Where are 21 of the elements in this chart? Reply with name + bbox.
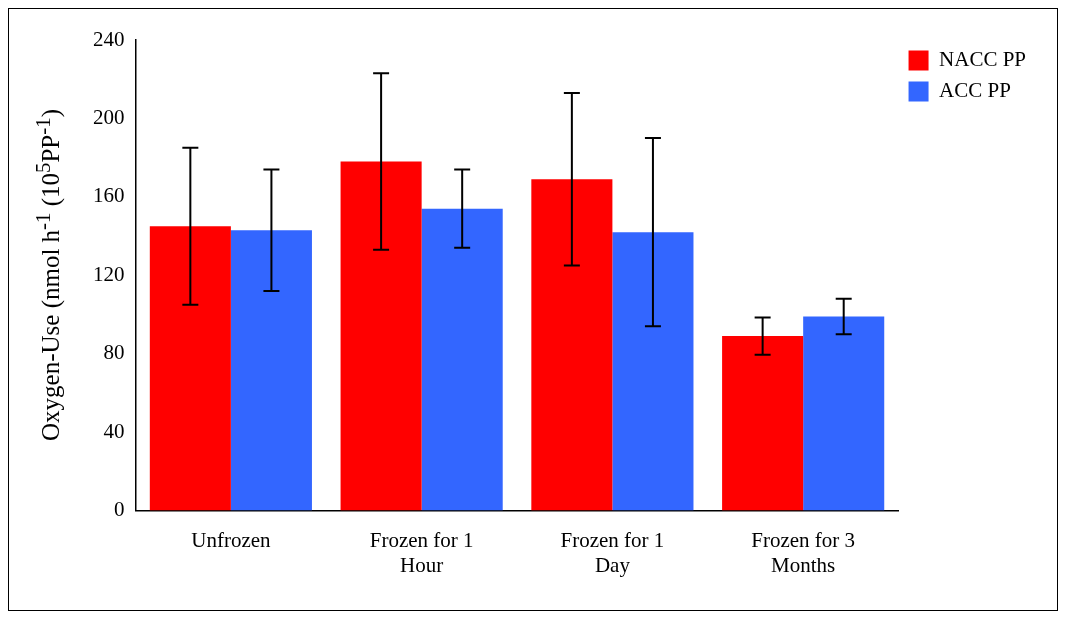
y-tick-label: 0 [114, 497, 125, 522]
bar [421, 208, 503, 511]
y-tick-label: 80 [103, 340, 125, 365]
y-tick-label: 160 [93, 183, 125, 208]
x-tick-label: Frozen for 1 Hour [369, 527, 474, 577]
legend-label: ACC PP [939, 78, 1011, 103]
bar [340, 161, 422, 511]
x-tick-label: Frozen for 3 Months [751, 527, 856, 577]
y-tick-label: 120 [93, 261, 125, 286]
y-tick-label: 40 [103, 418, 125, 443]
bar [531, 179, 613, 511]
bar [149, 226, 231, 511]
y-tick-label: 200 [93, 104, 125, 129]
bar [722, 336, 804, 511]
legend-label: NACC PP [939, 47, 1026, 72]
bar [230, 230, 312, 511]
y-tick-label: 240 [93, 26, 125, 51]
bar [612, 232, 694, 511]
bar [803, 316, 885, 511]
x-tick-label: Frozen for 1 Day [560, 527, 665, 577]
x-tick-label: Unfrozen [191, 527, 272, 552]
